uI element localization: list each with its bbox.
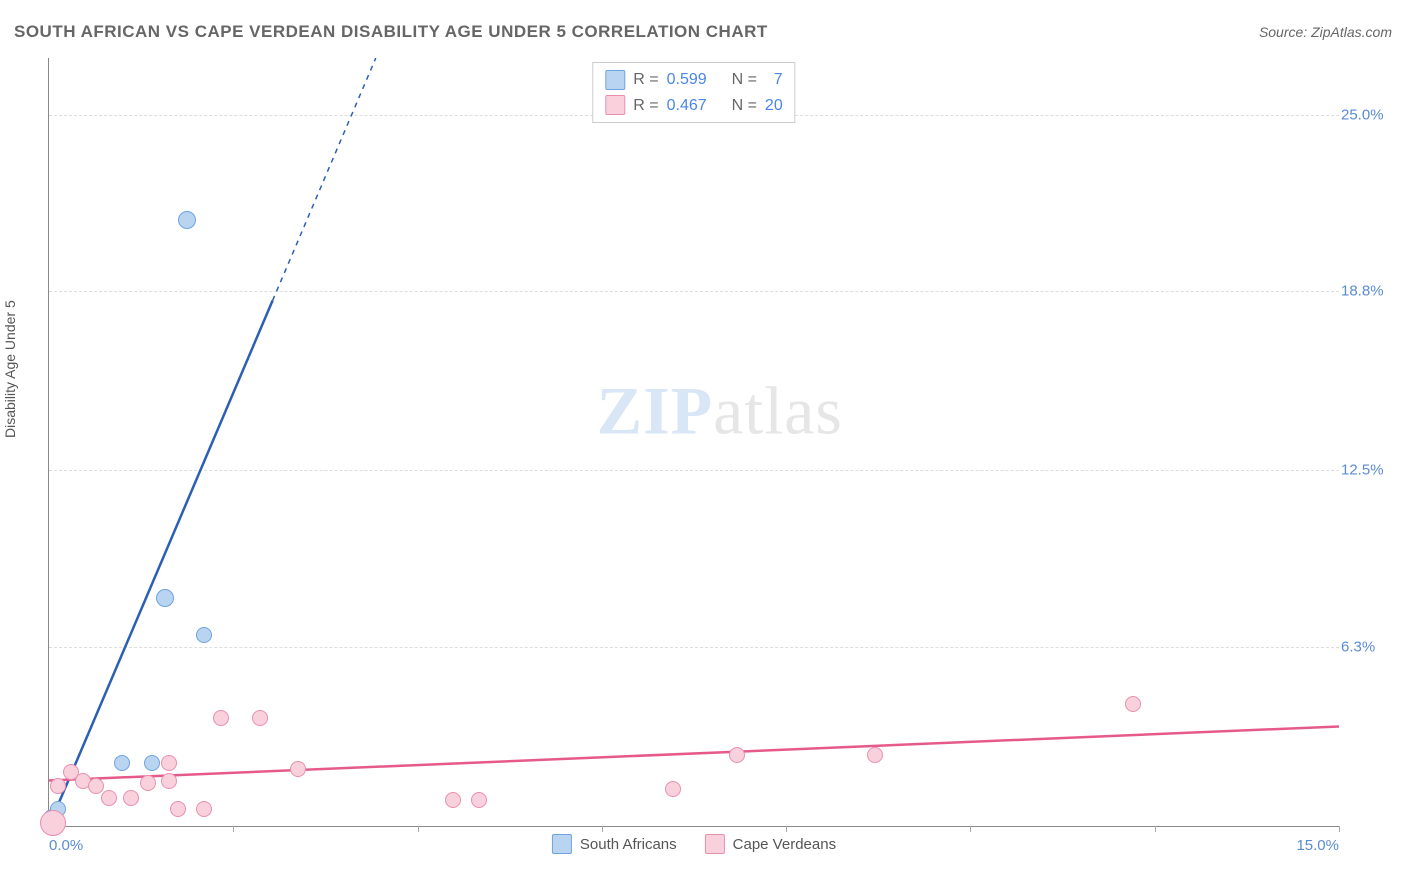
scatter-point: [196, 801, 212, 817]
y-tick-label: 6.3%: [1341, 638, 1387, 655]
legend-n-value-0: 7: [765, 67, 783, 93]
y-tick-label: 12.5%: [1341, 462, 1387, 479]
gridline-h: [49, 291, 1339, 292]
legend-stats: R = 0.599 N = 7 R = 0.467 N = 20: [592, 62, 795, 123]
source-prefix: Source:: [1259, 24, 1311, 40]
scatter-point: [290, 761, 306, 777]
scatter-point: [40, 810, 66, 836]
scatter-point: [729, 747, 745, 763]
legend-r-label-1: R =: [633, 93, 658, 119]
scatter-point: [213, 710, 229, 726]
legend-swatch-sa-2: [552, 834, 572, 854]
scatter-point: [170, 801, 186, 817]
scatter-point: [665, 781, 681, 797]
legend-n-label-1: N =: [732, 93, 757, 119]
legend-stats-row-1: R = 0.467 N = 20: [605, 93, 782, 119]
x-tick: [786, 826, 787, 832]
gridline-h: [49, 647, 1339, 648]
x-tick: [418, 826, 419, 832]
trendlines-svg: [49, 58, 1339, 826]
scatter-point: [114, 755, 130, 771]
scatter-point: [445, 792, 461, 808]
legend-series: South Africans Cape Verdeans: [552, 834, 836, 854]
scatter-point: [161, 755, 177, 771]
scatter-point: [140, 775, 156, 791]
y-tick-label: 25.0%: [1341, 106, 1387, 123]
x-tick: [233, 826, 234, 832]
scatter-point: [144, 755, 160, 771]
legend-swatch-cv: [605, 95, 625, 115]
x-tick: [1339, 826, 1340, 832]
x-tick-label: 0.0%: [49, 837, 83, 854]
chart-source: Source: ZipAtlas.com: [1259, 24, 1392, 40]
x-tick: [1155, 826, 1156, 832]
legend-item-sa: South Africans: [552, 834, 677, 854]
plot-region: ZIPatlas R = 0.599 N = 7 R = 0.467 N = 2…: [48, 58, 1339, 827]
legend-r-label-0: R =: [633, 67, 658, 93]
scatter-point: [101, 790, 117, 806]
scatter-point: [156, 589, 174, 607]
legend-label-sa: South Africans: [580, 836, 677, 853]
gridline-h: [49, 470, 1339, 471]
scatter-point: [123, 790, 139, 806]
x-tick-label: 15.0%: [1296, 837, 1339, 854]
chart-area: ZIPatlas R = 0.599 N = 7 R = 0.467 N = 2…: [48, 58, 1378, 826]
scatter-point: [252, 710, 268, 726]
scatter-point: [196, 627, 212, 643]
watermark-part1: ZIP: [597, 373, 713, 449]
watermark-part2: atlas: [713, 373, 843, 449]
chart-title: SOUTH AFRICAN VS CAPE VERDEAN DISABILITY…: [14, 22, 768, 42]
y-tick-label: 18.8%: [1341, 283, 1387, 300]
watermark: ZIPatlas: [597, 372, 843, 451]
legend-item-cv: Cape Verdeans: [705, 834, 836, 854]
legend-swatch-sa: [605, 70, 625, 90]
scatter-point: [178, 211, 196, 229]
source-name: ZipAtlas.com: [1311, 24, 1392, 40]
x-tick: [602, 826, 603, 832]
scatter-point: [867, 747, 883, 763]
scatter-point: [471, 792, 487, 808]
x-tick: [970, 826, 971, 832]
scatter-point: [1125, 696, 1141, 712]
legend-swatch-cv-2: [705, 834, 725, 854]
legend-label-cv: Cape Verdeans: [733, 836, 836, 853]
legend-r-value-0: 0.599: [667, 67, 707, 93]
legend-stats-row-0: R = 0.599 N = 7: [605, 67, 782, 93]
legend-r-value-1: 0.467: [667, 93, 707, 119]
legend-n-value-1: 20: [765, 93, 783, 119]
legend-n-label-0: N =: [732, 67, 757, 93]
chart-header: SOUTH AFRICAN VS CAPE VERDEAN DISABILITY…: [14, 22, 1392, 42]
scatter-point: [161, 773, 177, 789]
scatter-point: [50, 778, 66, 794]
y-axis-label: Disability Age Under 5: [2, 300, 18, 438]
